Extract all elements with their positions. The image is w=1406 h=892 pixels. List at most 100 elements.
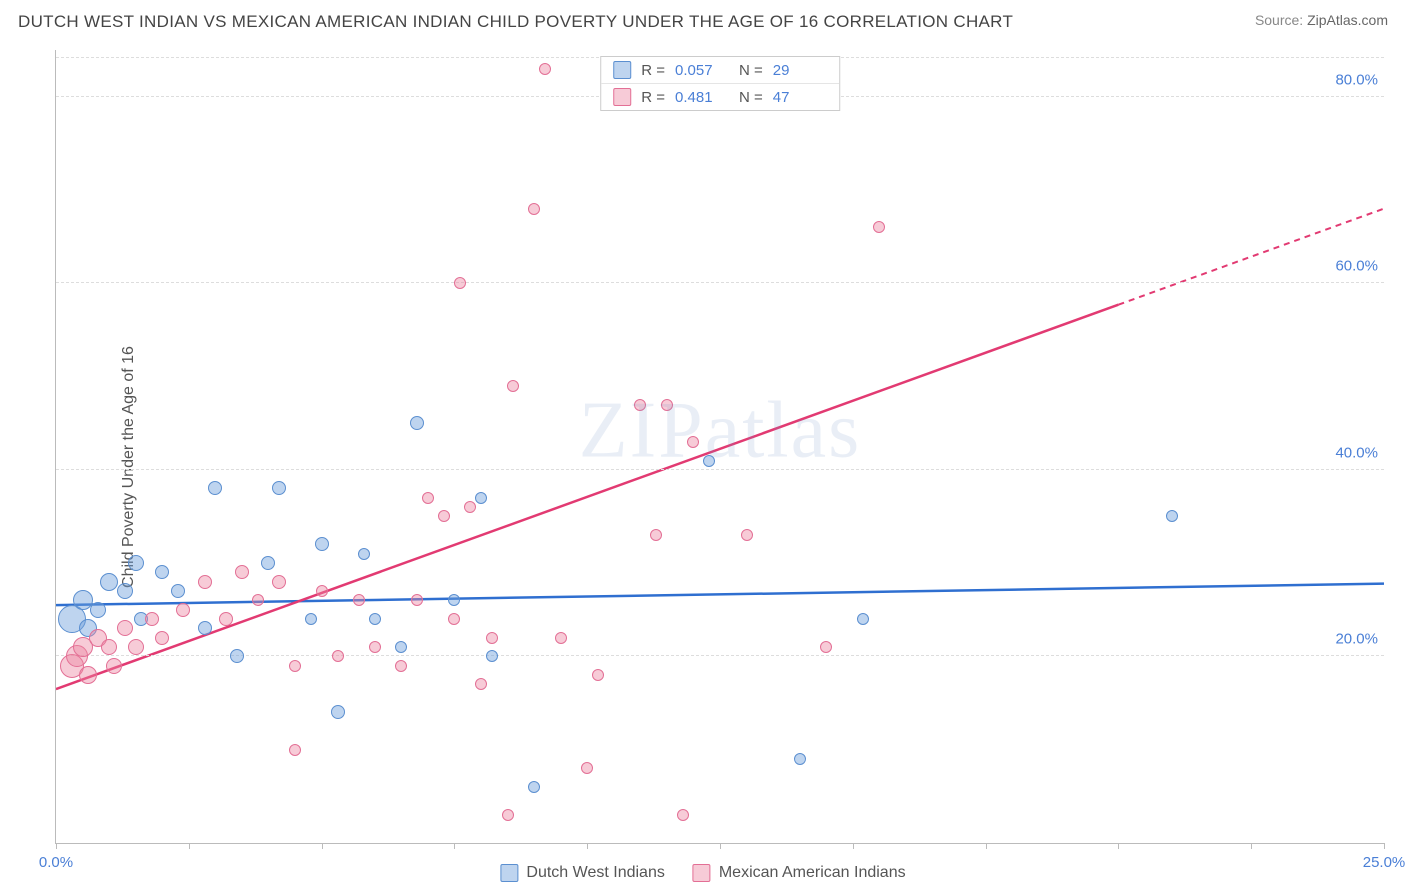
data-point-mex xyxy=(454,277,466,289)
swatch-mex xyxy=(613,88,631,106)
data-point-mex xyxy=(873,221,885,233)
xtick xyxy=(1118,843,1119,849)
data-point-mex xyxy=(741,529,753,541)
data-point-mex xyxy=(272,575,286,589)
data-point-dutch xyxy=(528,781,540,793)
data-point-mex xyxy=(661,399,673,411)
data-point-mex xyxy=(820,641,832,653)
trend-lines xyxy=(56,50,1384,843)
ytick-label: 80.0% xyxy=(1335,71,1378,88)
data-point-mex xyxy=(289,660,301,672)
data-point-mex xyxy=(117,620,133,636)
data-point-mex xyxy=(422,492,434,504)
data-point-mex xyxy=(438,510,450,522)
ytick-label: 60.0% xyxy=(1335,258,1378,275)
swatch-dutch xyxy=(613,61,631,79)
data-point-mex xyxy=(411,594,423,606)
data-point-dutch xyxy=(73,590,93,610)
data-point-dutch xyxy=(857,613,869,625)
data-point-mex xyxy=(486,632,498,644)
ytick-label: 40.0% xyxy=(1335,444,1378,461)
n-label: N = xyxy=(739,62,763,79)
data-point-mex xyxy=(353,594,365,606)
data-point-dutch xyxy=(448,594,460,606)
data-point-mex xyxy=(198,575,212,589)
data-point-mex xyxy=(252,594,264,606)
xtick xyxy=(1251,843,1252,849)
data-point-mex xyxy=(677,809,689,821)
xtick-label: 25.0% xyxy=(1363,854,1406,871)
r-label: R = xyxy=(641,62,665,79)
data-point-mex xyxy=(555,632,567,644)
data-point-mex xyxy=(687,436,699,448)
data-point-mex xyxy=(507,380,519,392)
data-point-dutch xyxy=(90,602,106,618)
swatch-mex xyxy=(693,864,711,882)
data-point-dutch xyxy=(331,705,345,719)
data-point-dutch xyxy=(128,555,144,571)
n-label: N = xyxy=(739,89,763,106)
data-point-mex xyxy=(528,203,540,215)
stats-legend: R = 0.057 N = 29 R = 0.481 N = 47 xyxy=(600,56,840,111)
legend-label-mex: Mexican American Indians xyxy=(719,864,906,882)
data-point-mex xyxy=(592,669,604,681)
data-point-dutch xyxy=(272,481,286,495)
xtick xyxy=(1384,843,1385,849)
data-point-mex xyxy=(316,585,328,597)
data-point-dutch xyxy=(358,548,370,560)
data-point-mex xyxy=(155,631,169,645)
data-point-dutch xyxy=(230,649,244,663)
data-point-dutch xyxy=(1166,510,1178,522)
data-point-dutch xyxy=(155,565,169,579)
gridline-h xyxy=(56,469,1384,470)
n-value-dutch: 29 xyxy=(773,62,827,79)
data-point-mex xyxy=(650,529,662,541)
trendline-mex-extrapolated xyxy=(1118,209,1384,305)
data-point-dutch xyxy=(486,650,498,662)
data-point-mex xyxy=(176,603,190,617)
ytick-label: 20.0% xyxy=(1335,631,1378,648)
xtick xyxy=(189,843,190,849)
data-point-dutch xyxy=(475,492,487,504)
r-value-dutch: 0.057 xyxy=(675,62,729,79)
source-label: Source: xyxy=(1255,12,1303,28)
data-point-mex xyxy=(106,658,122,674)
legend-label-dutch: Dutch West Indians xyxy=(526,864,664,882)
xtick-label: 0.0% xyxy=(39,854,73,871)
data-point-dutch xyxy=(395,641,407,653)
r-label: R = xyxy=(641,89,665,106)
xtick xyxy=(720,843,721,849)
xtick xyxy=(56,843,57,849)
data-point-mex xyxy=(395,660,407,672)
data-point-mex xyxy=(539,63,551,75)
plot-region: ZIPatlas R = 0.057 N = 29 R = 0.481 N = … xyxy=(55,50,1384,844)
watermark: ZIPatlas xyxy=(579,385,862,476)
legend-item-mex: Mexican American Indians xyxy=(693,864,906,882)
data-point-dutch xyxy=(208,481,222,495)
xtick xyxy=(853,843,854,849)
gridline-h xyxy=(56,282,1384,283)
data-point-dutch xyxy=(410,416,424,430)
xtick xyxy=(322,843,323,849)
data-point-mex xyxy=(634,399,646,411)
gridline-h xyxy=(56,655,1384,656)
xtick xyxy=(986,843,987,849)
legend-item-dutch: Dutch West Indians xyxy=(500,864,664,882)
chart-title: DUTCH WEST INDIAN VS MEXICAN AMERICAN IN… xyxy=(18,12,1013,32)
stats-row-dutch: R = 0.057 N = 29 xyxy=(601,57,839,83)
data-point-mex xyxy=(219,612,233,626)
header: DUTCH WEST INDIAN VS MEXICAN AMERICAN IN… xyxy=(0,0,1406,36)
data-point-mex xyxy=(475,678,487,690)
data-point-mex xyxy=(448,613,460,625)
data-point-dutch xyxy=(703,455,715,467)
data-point-mex xyxy=(369,641,381,653)
swatch-dutch xyxy=(500,864,518,882)
data-point-mex xyxy=(101,639,117,655)
data-point-dutch xyxy=(171,584,185,598)
data-point-dutch xyxy=(198,621,212,635)
data-point-dutch xyxy=(315,537,329,551)
data-point-mex xyxy=(332,650,344,662)
data-point-dutch xyxy=(794,753,806,765)
xtick xyxy=(587,843,588,849)
data-point-mex xyxy=(289,744,301,756)
